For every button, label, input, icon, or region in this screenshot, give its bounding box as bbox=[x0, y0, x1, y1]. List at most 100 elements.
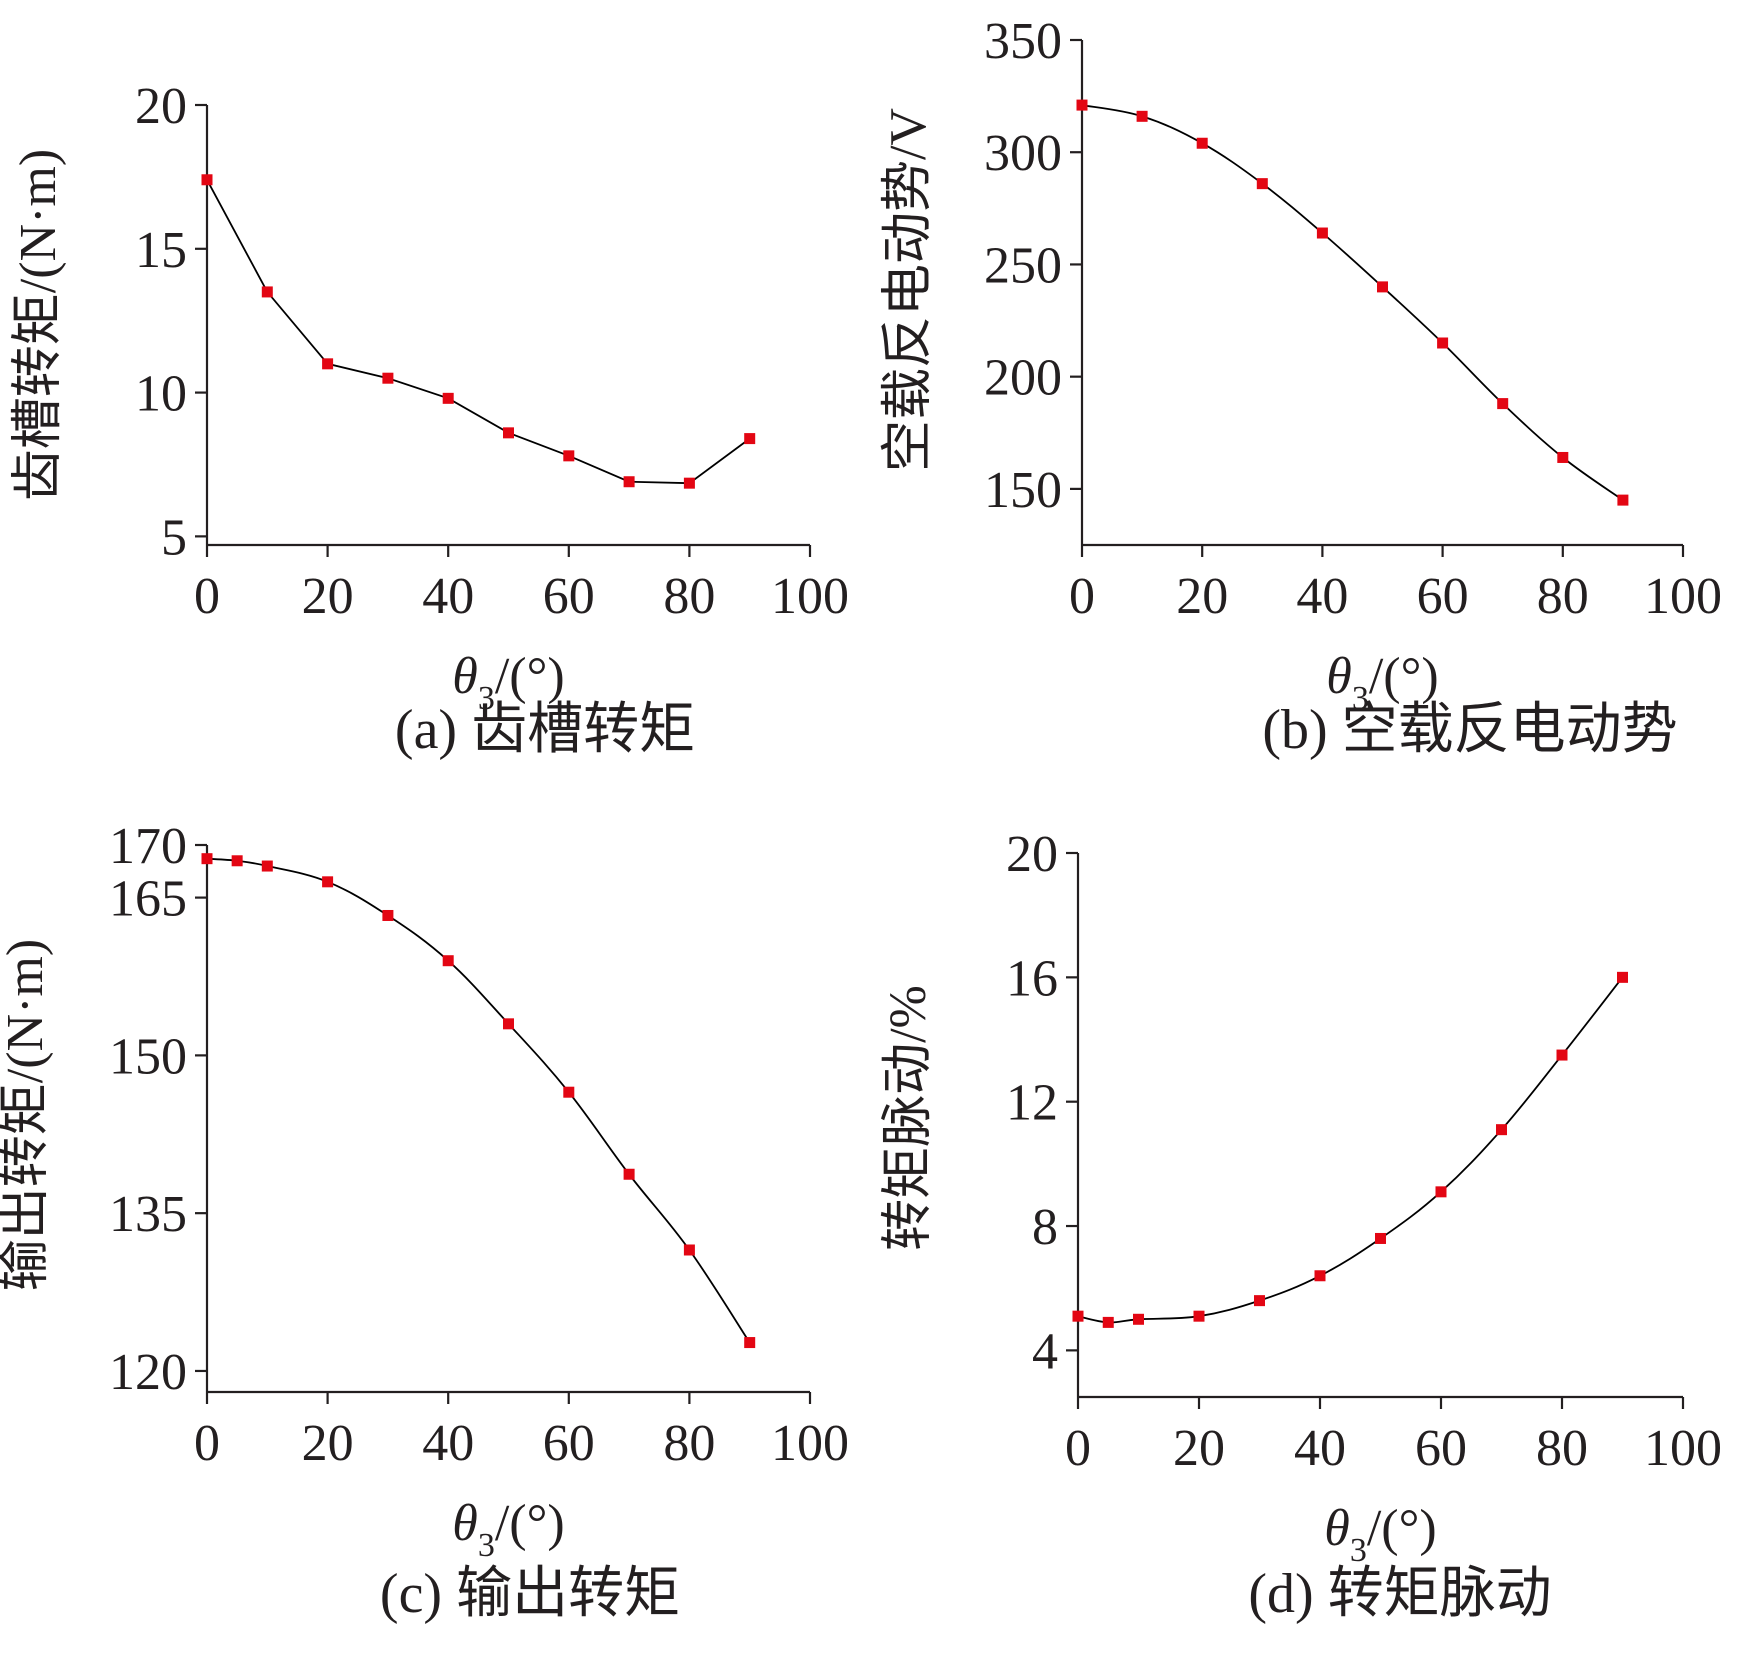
x-axis-subscript: 3 bbox=[478, 680, 495, 717]
x-axis-subscript: 3 bbox=[1352, 680, 1369, 717]
x-tick-label: 40 bbox=[422, 568, 474, 625]
data-point bbox=[261, 860, 273, 872]
y-tick-label: 4 bbox=[1032, 1323, 1058, 1380]
x-tick-label: 60 bbox=[1417, 568, 1469, 625]
data-point bbox=[442, 392, 454, 404]
y-tick-label: 200 bbox=[984, 350, 1062, 407]
y-tick-label: 170 bbox=[109, 818, 187, 875]
data-point bbox=[1316, 227, 1328, 239]
data-point bbox=[1136, 110, 1148, 122]
data-point bbox=[623, 476, 635, 488]
data-point bbox=[1435, 1186, 1447, 1198]
data-point bbox=[1076, 99, 1088, 111]
x-tick-label: 80 bbox=[1536, 1420, 1588, 1477]
x-tick-label: 20 bbox=[302, 1415, 354, 1472]
data-point bbox=[382, 372, 394, 384]
y-axis-label: 齿槽转矩/(N·m) bbox=[10, 149, 67, 501]
series-line bbox=[1081, 104, 1624, 501]
data-point bbox=[1496, 1124, 1507, 1136]
data-point bbox=[1072, 1310, 1084, 1322]
series-line bbox=[206, 857, 751, 1344]
data-point bbox=[623, 1168, 635, 1180]
y-tick-label: 16 bbox=[1006, 950, 1058, 1007]
y-tick-label: 8 bbox=[1032, 1199, 1058, 1256]
data-point bbox=[1256, 178, 1268, 190]
y-tick-label: 20 bbox=[135, 78, 187, 135]
x-tick-label: 40 bbox=[1294, 1420, 1346, 1477]
data-point bbox=[1133, 1313, 1144, 1325]
x-axis-variable: θ bbox=[1324, 1500, 1350, 1557]
data-point bbox=[1617, 494, 1629, 506]
x-axis-label: θ3/(°) bbox=[452, 648, 564, 717]
x-axis-subscript: 3 bbox=[1350, 1532, 1367, 1569]
panel-caption: (b) 空载反电动势 bbox=[1262, 699, 1677, 761]
y-tick-label: 165 bbox=[109, 871, 187, 928]
x-tick-label: 0 bbox=[194, 568, 220, 625]
x-axis-variable: θ bbox=[1326, 648, 1352, 705]
data-point bbox=[1102, 1316, 1114, 1328]
data-point bbox=[231, 855, 243, 867]
x-axis-unit: /(°) bbox=[1367, 1500, 1437, 1557]
panel-caption: (a) 齿槽转矩 bbox=[395, 699, 695, 761]
data-point bbox=[1193, 1310, 1205, 1322]
x-tick-label: 100 bbox=[771, 1415, 849, 1472]
data-point bbox=[1377, 281, 1388, 293]
data-point bbox=[382, 909, 394, 921]
data-point bbox=[1196, 137, 1208, 149]
x-axis-unit: /(°) bbox=[495, 648, 565, 705]
data-point bbox=[201, 853, 213, 865]
y-tick-label: 150 bbox=[109, 1028, 187, 1085]
x-axis-variable: θ bbox=[452, 1495, 478, 1552]
y-tick-label: 15 bbox=[135, 222, 187, 279]
x-tick-label: 80 bbox=[663, 1415, 715, 1472]
y-tick-label: 150 bbox=[984, 462, 1062, 519]
y-tick-label: 20 bbox=[1006, 826, 1058, 883]
y-tick-label: 135 bbox=[109, 1186, 187, 1243]
y-axis-label: 转矩脉动/% bbox=[880, 985, 937, 1251]
series-line bbox=[206, 179, 751, 485]
data-point bbox=[322, 358, 334, 370]
data-point bbox=[1254, 1295, 1265, 1307]
y-tick-label: 300 bbox=[984, 125, 1062, 182]
y-tick-label: 250 bbox=[984, 237, 1062, 294]
data-point bbox=[442, 955, 454, 967]
x-tick-label: 0 bbox=[194, 1415, 220, 1472]
data-point bbox=[744, 433, 756, 445]
x-tick-label: 100 bbox=[771, 568, 849, 625]
panel-caption: (c) 输出转矩 bbox=[380, 1563, 680, 1625]
data-point bbox=[683, 477, 695, 489]
y-tick-label: 10 bbox=[135, 366, 187, 423]
x-tick-label: 40 bbox=[1296, 568, 1348, 625]
x-tick-label: 40 bbox=[422, 1415, 474, 1472]
x-tick-label: 0 bbox=[1065, 1420, 1091, 1477]
data-point bbox=[1314, 1270, 1326, 1282]
data-point bbox=[563, 1086, 575, 1098]
x-axis-label: θ3/(°) bbox=[452, 1495, 564, 1564]
x-axis-variable: θ bbox=[452, 648, 478, 705]
x-tick-label: 20 bbox=[302, 568, 354, 625]
panel-b: 0 20 40 60 80 100 150 200 250 300 350 空载反电动势/V θ3/(°… bbox=[880, 13, 1722, 761]
data-point bbox=[503, 427, 514, 439]
x-axis-label: θ3/(°) bbox=[1326, 648, 1438, 717]
panel-a: 0 20 40 60 80 100 5 10 15 20 齿槽转矩/(N·m) θ3/(°)(a) 齿… bbox=[10, 78, 849, 761]
x-axis-unit: /(°) bbox=[495, 1495, 565, 1552]
x-tick-label: 0 bbox=[1069, 568, 1095, 625]
y-tick-label: 120 bbox=[109, 1344, 187, 1401]
data-point bbox=[1375, 1232, 1386, 1244]
data-point bbox=[201, 174, 213, 186]
series-line bbox=[1077, 976, 1624, 1324]
x-tick-label: 20 bbox=[1173, 1420, 1225, 1477]
x-tick-label: 60 bbox=[543, 568, 595, 625]
x-tick-label: 80 bbox=[1537, 568, 1589, 625]
data-point bbox=[503, 1018, 514, 1030]
data-point bbox=[683, 1244, 695, 1256]
y-axis-label: 输出转矩/(N·m) bbox=[0, 939, 54, 1291]
x-tick-label: 60 bbox=[543, 1415, 595, 1472]
x-tick-label: 20 bbox=[1176, 568, 1228, 625]
y-tick-label: 350 bbox=[984, 13, 1062, 70]
panel-caption: (d) 转矩脉动 bbox=[1248, 1563, 1551, 1625]
data-point bbox=[1497, 398, 1509, 410]
